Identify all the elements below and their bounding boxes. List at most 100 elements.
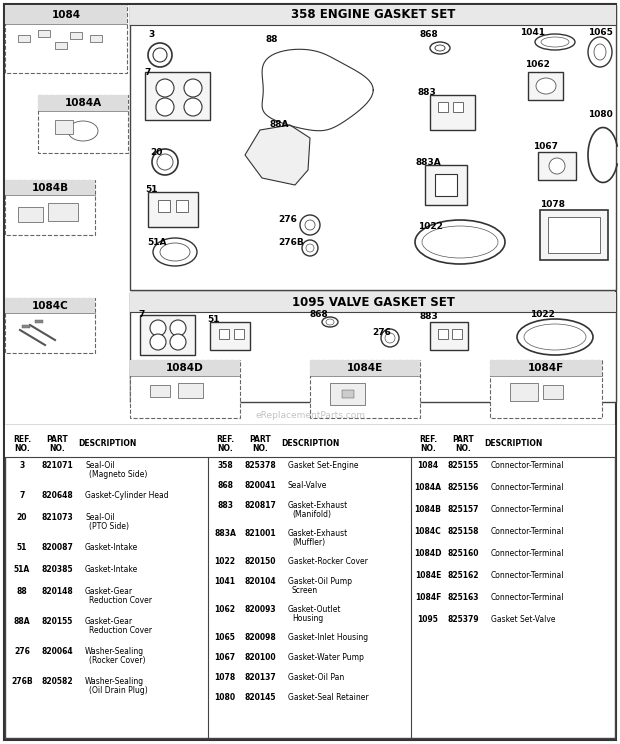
Text: (Muffler): (Muffler)	[292, 538, 325, 547]
Text: 88: 88	[265, 35, 278, 44]
Text: 1084A: 1084A	[415, 483, 441, 492]
Bar	[150, 385, 170, 397]
Bar	[438, 329, 448, 339]
Text: Washer-Sealing: Washer-Sealing	[85, 677, 144, 686]
Bar	[342, 390, 354, 398]
Bar	[5, 180, 95, 196]
Text: 1084B: 1084B	[32, 183, 69, 193]
Bar	[528, 72, 563, 100]
Text: 1062: 1062	[215, 605, 236, 614]
Text: 825155: 825155	[448, 461, 479, 470]
Text: 825163: 825163	[447, 593, 479, 602]
Text: REF.: REF.	[216, 435, 234, 444]
Text: Gasket-Cylinder Head: Gasket-Cylinder Head	[85, 491, 169, 500]
Text: 1084E: 1084E	[415, 571, 441, 580]
Text: 820385: 820385	[41, 565, 73, 574]
Text: 1022: 1022	[418, 222, 443, 231]
Text: 7: 7	[144, 68, 151, 77]
Text: 883A: 883A	[415, 158, 441, 167]
Text: Connector-Terminal: Connector-Terminal	[491, 483, 564, 492]
Bar	[55, 120, 73, 134]
Text: NO.: NO.	[49, 444, 65, 453]
Ellipse shape	[536, 78, 556, 94]
Text: Housing: Housing	[292, 614, 323, 623]
Text: Gasket-Oil Pump: Gasket-Oil Pump	[288, 577, 352, 586]
Bar	[543, 385, 563, 399]
Bar	[48, 203, 78, 221]
Text: Gasket Set-Engine: Gasket Set-Engine	[288, 461, 358, 470]
Text: NO.: NO.	[217, 444, 233, 453]
Text: Connector-Terminal: Connector-Terminal	[491, 505, 564, 514]
Text: 1078: 1078	[215, 673, 236, 682]
Text: Connector-Terminal: Connector-Terminal	[491, 527, 564, 536]
Text: Connector-Terminal: Connector-Terminal	[491, 549, 564, 558]
Bar	[130, 360, 240, 376]
Text: NO.: NO.	[455, 444, 471, 453]
Ellipse shape	[150, 334, 166, 350]
Text: Gasket-Gear: Gasket-Gear	[85, 587, 133, 596]
Text: Gasket-Rocker Cover: Gasket-Rocker Cover	[288, 557, 368, 566]
Bar	[425, 165, 467, 205]
Text: eReplacementParts.com: eReplacementParts.com	[255, 411, 365, 420]
Text: 820064: 820064	[41, 647, 73, 656]
Text: Gasket-Water Pump: Gasket-Water Pump	[288, 653, 364, 662]
Bar	[540, 210, 608, 260]
Text: Seal-Valve: Seal-Valve	[288, 481, 327, 490]
Bar	[5, 425, 615, 457]
Text: Gasket-Seal Retainer: Gasket-Seal Retainer	[288, 693, 369, 702]
Text: 1065: 1065	[588, 28, 613, 37]
Bar	[453, 102, 463, 112]
Polygon shape	[245, 125, 310, 185]
Text: 1084: 1084	[417, 461, 438, 470]
Bar	[55, 42, 67, 49]
Text: 883A: 883A	[214, 529, 236, 538]
Text: Connector-Terminal: Connector-Terminal	[491, 571, 564, 580]
Text: 820150: 820150	[244, 557, 276, 566]
Text: 820817: 820817	[244, 501, 276, 510]
Text: 358: 358	[217, 461, 233, 470]
Text: 820145: 820145	[244, 693, 276, 702]
Text: 3: 3	[148, 30, 154, 39]
Text: 1084F: 1084F	[528, 363, 564, 373]
Text: 3: 3	[19, 461, 25, 470]
Text: (Rocker Cover): (Rocker Cover)	[89, 656, 146, 665]
Ellipse shape	[170, 334, 186, 350]
Text: 1095: 1095	[417, 615, 438, 624]
Text: 821001: 821001	[244, 529, 276, 538]
Text: 88A: 88A	[270, 120, 290, 129]
Text: 88: 88	[17, 587, 27, 596]
Text: Gasket-Outlet: Gasket-Outlet	[288, 605, 342, 614]
Text: 1041: 1041	[215, 577, 236, 586]
Text: 51: 51	[17, 543, 27, 552]
Text: Seal-Oil: Seal-Oil	[85, 461, 115, 470]
Text: 1084C: 1084C	[415, 527, 441, 536]
Text: Gasket-Inlet Housing: Gasket-Inlet Housing	[288, 633, 368, 642]
Text: PART: PART	[249, 435, 271, 444]
Text: 1084E: 1084E	[347, 363, 383, 373]
Text: 820582: 820582	[41, 677, 73, 686]
Bar	[5, 5, 127, 24]
Bar	[310, 360, 420, 418]
Text: 1095 VALVE GASKET SET: 1095 VALVE GASKET SET	[291, 295, 454, 309]
Text: Reduction Cover: Reduction Cover	[89, 626, 152, 635]
Bar	[430, 95, 475, 130]
Text: REF.: REF.	[419, 435, 437, 444]
Text: Gasket-Gear: Gasket-Gear	[85, 617, 133, 626]
Text: 1041: 1041	[520, 28, 545, 37]
Text: (Magneto Side): (Magneto Side)	[89, 470, 148, 479]
Text: 820098: 820098	[244, 633, 276, 642]
Text: (PTO Side): (PTO Side)	[89, 522, 129, 531]
Bar	[310, 360, 420, 376]
Bar	[148, 192, 198, 227]
Text: NO.: NO.	[420, 444, 436, 453]
Text: 1022: 1022	[215, 557, 236, 566]
Text: 1084: 1084	[51, 10, 81, 19]
Bar	[130, 360, 240, 418]
Text: PART: PART	[452, 435, 474, 444]
Bar	[430, 322, 468, 350]
Text: 1067: 1067	[533, 142, 558, 151]
Text: 825378: 825378	[244, 461, 276, 470]
Text: Gasket-Oil Pan: Gasket-Oil Pan	[288, 673, 344, 682]
Text: 1022: 1022	[530, 310, 555, 319]
Bar	[5, 425, 615, 738]
